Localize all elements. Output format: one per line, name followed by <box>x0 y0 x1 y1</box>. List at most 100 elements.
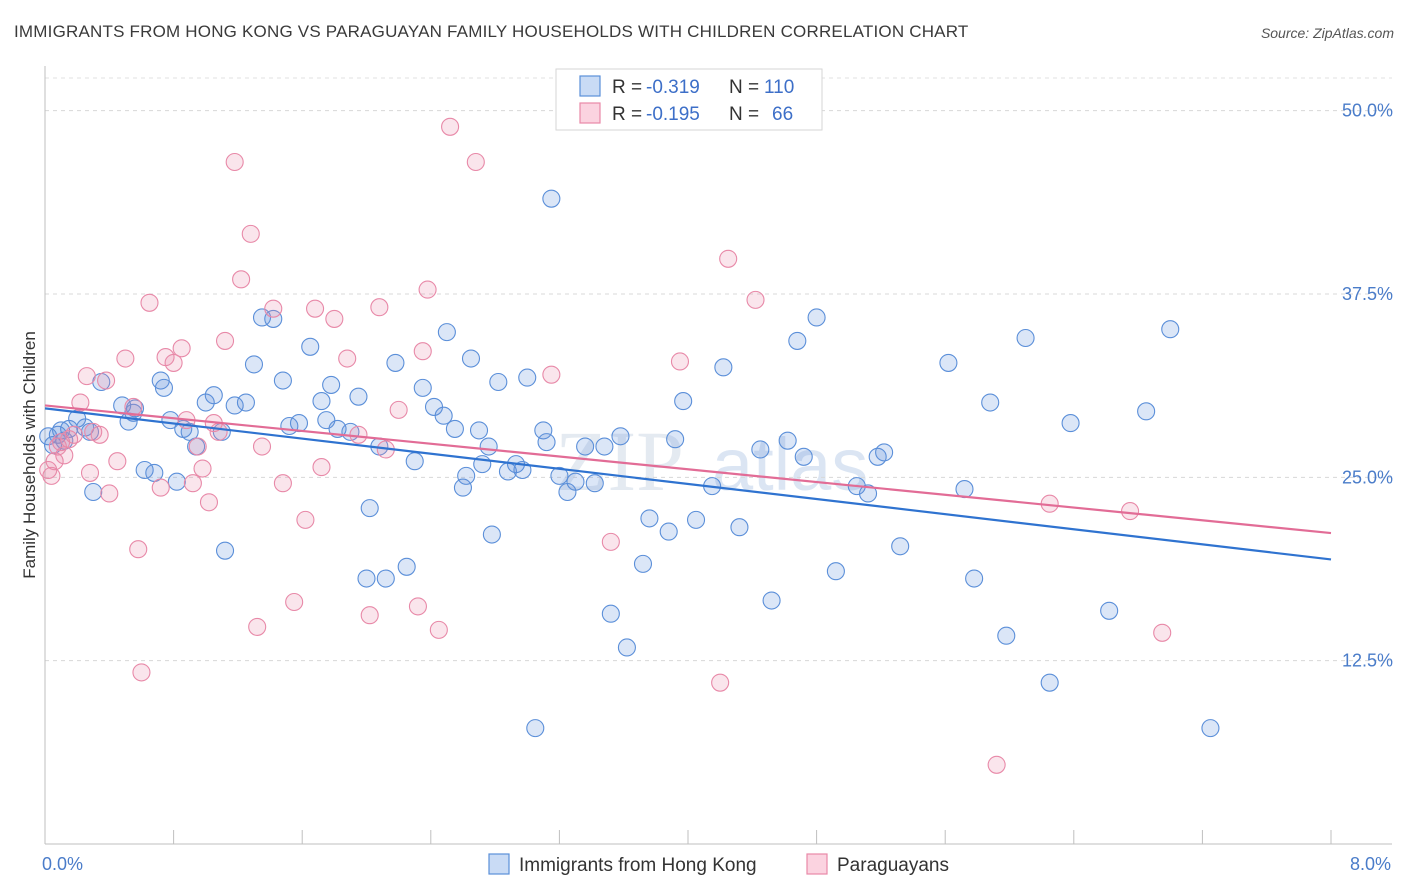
point-hong-kong-111 <box>1161 320 1180 339</box>
y-tick-label-1: 25.0% <box>1342 467 1393 487</box>
point-hong-kong-18 <box>167 472 186 491</box>
svg-text:R =: R = <box>612 104 642 125</box>
svg-text:110: 110 <box>764 77 794 98</box>
point-hong-kong-58 <box>469 421 489 440</box>
point-paraguayans-37 <box>252 437 272 456</box>
trend-line-paraguayans <box>44 404 1332 535</box>
zipatlas-watermark: ZIP atlas <box>555 413 868 509</box>
point-hong-kong-85 <box>686 510 706 529</box>
point-hong-kong-103 <box>965 569 984 588</box>
axes <box>44 66 1392 845</box>
point-paraguayans-52 <box>413 342 432 361</box>
svg-text:R =: R = <box>612 77 642 98</box>
legend-label-paraguayans: Paraguayans <box>837 855 949 876</box>
point-hong-kong-93 <box>794 447 813 466</box>
point-hong-kong-37 <box>312 392 331 411</box>
point-hong-kong-81 <box>640 509 659 528</box>
series-paraguayans-points <box>39 117 1172 774</box>
point-hong-kong-77 <box>601 604 620 623</box>
point-paraguayans-29 <box>199 493 219 512</box>
point-hong-kong-27 <box>215 541 235 560</box>
point-hong-kong-30 <box>244 355 264 374</box>
point-paraguayans-13 <box>97 371 116 390</box>
point-paraguayans-42 <box>306 299 325 318</box>
point-paraguayans-20 <box>140 293 159 312</box>
point-hong-kong-88 <box>730 518 749 537</box>
point-hong-kong-76 <box>595 437 614 456</box>
point-paraguayans-10 <box>80 463 100 482</box>
point-paraguayans-5 <box>55 446 74 465</box>
point-paraguayans-65 <box>1121 502 1140 521</box>
point-hong-kong-83 <box>666 430 685 449</box>
point-paraguayans-26 <box>183 474 202 493</box>
point-paraguayans-28 <box>193 459 212 478</box>
point-hong-kong-55 <box>453 478 473 497</box>
y-tick-label-2: 37.5% <box>1342 284 1393 304</box>
point-hong-kong-47 <box>386 353 405 372</box>
y-axis-label: Family Households with Children <box>20 331 39 579</box>
point-paraguayans-31 <box>209 422 228 441</box>
bottom-legend: Immigrants from Hong Kong Paraguayans <box>488 853 949 876</box>
point-paraguayans-33 <box>225 152 244 172</box>
point-hong-kong-39 <box>322 375 341 394</box>
point-hong-kong-108 <box>1061 414 1080 433</box>
point-hong-kong-52 <box>434 406 453 425</box>
point-hong-kong-54 <box>445 419 464 438</box>
point-paraguayans-23 <box>164 353 183 372</box>
point-hong-kong-50 <box>413 378 432 397</box>
point-paraguayans-34 <box>232 270 251 289</box>
point-hong-kong-68 <box>534 421 553 440</box>
point-paraguayans-27 <box>188 437 207 456</box>
point-paraguayans-58 <box>601 532 620 551</box>
point-paraguayans-14 <box>100 484 119 503</box>
point-hong-kong-104 <box>981 393 1000 412</box>
point-paraguayans-66 <box>1153 623 1172 642</box>
point-hong-kong-80 <box>633 554 653 573</box>
point-hong-kong-57 <box>461 349 481 368</box>
point-hong-kong-95 <box>826 562 845 581</box>
point-hong-kong-112 <box>1201 719 1220 738</box>
point-paraguayans-9 <box>77 367 96 386</box>
point-paraguayans-62 <box>746 290 765 309</box>
point-paraguayans-59 <box>670 352 690 371</box>
point-hong-kong-42 <box>349 387 368 406</box>
point-paraguayans-39 <box>273 474 292 493</box>
point-paraguayans-51 <box>408 597 427 616</box>
point-paraguayans-2 <box>45 452 64 471</box>
point-hong-kong-82 <box>659 522 678 541</box>
stats-swatch-pink <box>579 102 601 124</box>
point-paraguayans-15 <box>108 452 127 471</box>
svg-text:ZIP: ZIP <box>555 413 684 509</box>
point-hong-kong-99 <box>875 443 894 462</box>
y-tick-label-0: 12.5% <box>1342 651 1393 671</box>
point-hong-kong-46 <box>376 569 395 588</box>
point-hong-kong-48 <box>397 557 416 576</box>
point-hong-kong-71 <box>550 466 569 485</box>
point-hong-kong-97 <box>858 484 878 503</box>
svg-text:N =: N = <box>729 77 759 98</box>
y-tick-labels: 12.5% 25.0% 37.5% 50.0% <box>1342 101 1393 671</box>
point-hong-kong-94 <box>807 308 826 327</box>
point-hong-kong-107 <box>1040 673 1059 692</box>
series-hong-kong-points <box>39 189 1220 738</box>
point-hong-kong-61 <box>482 525 501 544</box>
point-hong-kong-29 <box>236 393 255 412</box>
point-paraguayans-16 <box>116 349 135 368</box>
point-hong-kong-74 <box>576 437 595 456</box>
point-hong-kong-56 <box>457 466 476 485</box>
point-hong-kong-69 <box>537 433 556 452</box>
point-paraguayans-8 <box>71 393 90 412</box>
point-hong-kong-75 <box>585 474 604 493</box>
point-paraguayans-35 <box>241 224 260 243</box>
point-hong-kong-105 <box>997 626 1016 645</box>
point-hong-kong-79 <box>617 638 636 657</box>
point-paraguayans-54 <box>429 620 448 639</box>
point-hong-kong-44 <box>360 499 379 518</box>
x-tick-label-max: 8.0% <box>1350 854 1391 874</box>
point-paraguayans-21 <box>151 478 170 497</box>
point-hong-kong-87 <box>714 358 733 377</box>
point-paraguayans-32 <box>215 331 235 350</box>
point-paraguayans-44 <box>325 309 344 328</box>
point-hong-kong-89 <box>751 440 770 459</box>
